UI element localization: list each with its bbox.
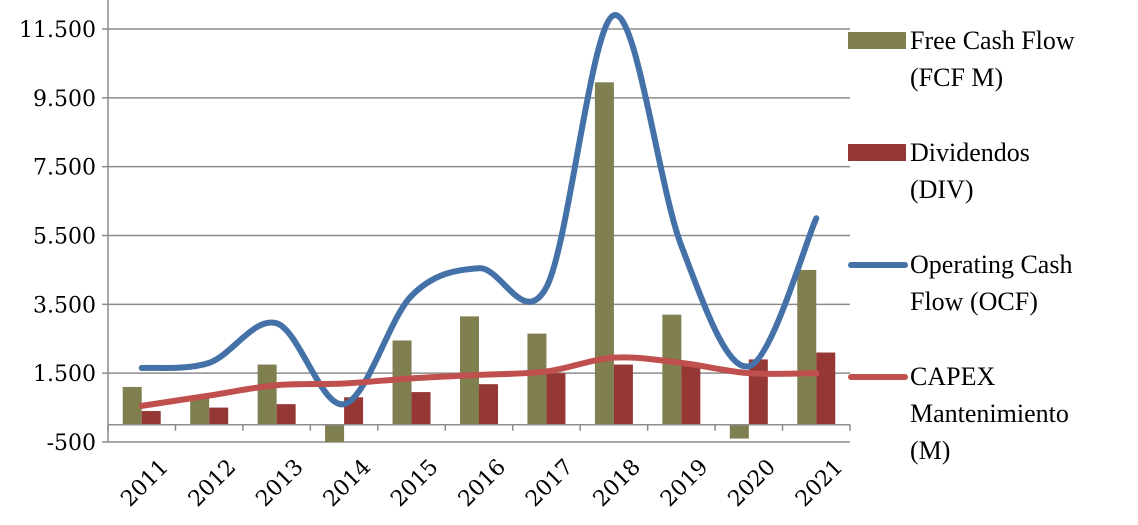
y-tick-label: 9.500 [33, 87, 96, 112]
bar-div-2021 [816, 352, 836, 425]
bar-div-2013 [276, 404, 296, 425]
x-tick-label: 2020 [724, 455, 781, 512]
bar-fcf-2016 [460, 316, 479, 425]
legend-label-ocf-1: Operating Cash [910, 250, 1073, 279]
y-tick-label: -500 [47, 431, 96, 456]
grid [108, 28, 850, 443]
legend-swatch-div [848, 144, 906, 161]
y-tick-label: 7.500 [33, 156, 96, 181]
bar-div-2015 [411, 392, 431, 425]
y-tick-label: 5.500 [33, 225, 96, 250]
bar-div-2011 [141, 411, 161, 425]
x-tick-label: 2016 [454, 455, 511, 512]
legend-swatch-ocf [848, 262, 908, 268]
bar-div-2018 [613, 364, 633, 425]
x-tick-label: 2019 [656, 455, 713, 512]
legend-item-capex: CAPEX Mantenimiento (M) [848, 358, 1133, 469]
legend-swatch-capex [848, 374, 908, 380]
lines [138, 12, 820, 409]
bar-fcf-2017 [527, 333, 547, 425]
series-line-capex [138, 354, 820, 409]
legend-label-fcf-2: (FCF M) [910, 63, 1004, 92]
legend-label-div-2: (DIV) [910, 175, 974, 204]
legend-label-ocf-2: Flow (OCF) [910, 287, 1038, 316]
x-tick-label: 2012 [184, 455, 241, 512]
x-tick-label: 2014 [319, 455, 376, 512]
bar-fcf-2014 [325, 424, 345, 442]
bar-div-2020 [748, 359, 768, 425]
legend-label-capex-2: Mantenimiento [910, 399, 1069, 428]
bar-fcf-2015 [392, 340, 412, 425]
bar-div-2012 [209, 407, 229, 425]
y-tick-label: 11.500 [19, 18, 96, 43]
legend-item-ocf: Operating Cash Flow (OCF) [848, 246, 1133, 320]
legend-swatch-fcf [848, 32, 906, 49]
bar-div-2016 [479, 384, 498, 425]
y-tick-label: 1.500 [33, 362, 96, 387]
x-tick-label: 2015 [386, 455, 443, 512]
series-line-ocf [138, 12, 820, 408]
bar-fcf-2021 [797, 269, 817, 425]
bar-fcf-2019 [662, 314, 682, 425]
legend-label-div-1: Dividendos [910, 138, 1030, 167]
legend-label-fcf-1: Free Cash Flow [910, 26, 1075, 55]
legend-label-capex-3: (M) [910, 436, 951, 465]
bar-fcf-2018 [594, 82, 614, 425]
bar-fcf-2013 [257, 364, 277, 425]
bar-div-2017 [546, 373, 566, 425]
legend-label-capex-1: CAPEX [910, 362, 996, 391]
legend-item-div: Dividendos (DIV) [848, 134, 1133, 208]
legend-item-fcf: Free Cash Flow (FCF M) [848, 22, 1133, 96]
x-tick-label: 2018 [589, 455, 646, 512]
x-tick-label: 2017 [521, 455, 578, 512]
y-axis: -500 1.500 3.500 5.500 7.500 9.500 11.500 [19, 0, 109, 456]
x-tick-label: 2011 [116, 455, 173, 512]
bars [122, 82, 836, 442]
y-tick-label: 3.500 [33, 293, 96, 318]
bar-div-2019 [681, 362, 701, 425]
bar-fcf-2020 [729, 424, 749, 439]
x-tick-label: 2021 [791, 455, 848, 512]
bar-fcf-2012 [190, 395, 210, 425]
bar-fcf-2011 [122, 386, 142, 425]
legend: Free Cash Flow (FCF M) Dividendos (DIV) … [848, 22, 1133, 469]
x-tick-label: 2013 [251, 455, 308, 512]
